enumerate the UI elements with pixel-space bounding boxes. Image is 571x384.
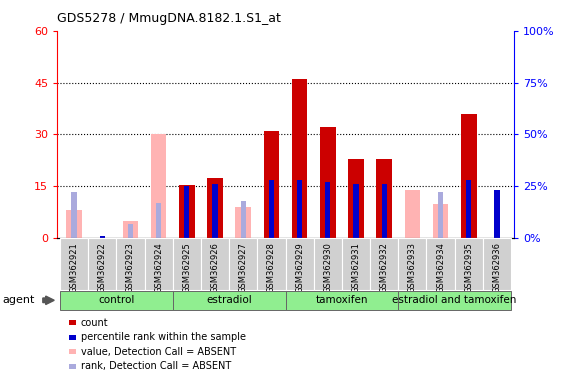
- FancyBboxPatch shape: [172, 291, 286, 310]
- Text: tamoxifen: tamoxifen: [316, 295, 368, 306]
- Bar: [207, 177, 223, 238]
- Text: GSM362926: GSM362926: [211, 242, 219, 293]
- FancyBboxPatch shape: [116, 238, 144, 290]
- Bar: [123, 221, 138, 238]
- Bar: [297, 180, 302, 238]
- FancyBboxPatch shape: [455, 238, 483, 290]
- Text: GSM362930: GSM362930: [323, 242, 332, 293]
- Bar: [325, 182, 331, 238]
- Text: GSM362935: GSM362935: [464, 242, 473, 293]
- Text: GDS5278 / MmugDNA.8182.1.S1_at: GDS5278 / MmugDNA.8182.1.S1_at: [57, 12, 281, 25]
- Text: value, Detection Call = ABSENT: value, Detection Call = ABSENT: [81, 347, 236, 357]
- Text: GSM362928: GSM362928: [267, 242, 276, 293]
- Text: rank, Detection Call = ABSENT: rank, Detection Call = ABSENT: [81, 361, 231, 371]
- Bar: [376, 159, 392, 238]
- FancyBboxPatch shape: [399, 291, 511, 310]
- Bar: [100, 236, 104, 238]
- Bar: [292, 79, 307, 238]
- Bar: [438, 192, 443, 238]
- Bar: [348, 159, 364, 238]
- Bar: [240, 201, 246, 238]
- Bar: [128, 223, 133, 238]
- FancyBboxPatch shape: [427, 238, 455, 290]
- Text: GSM362924: GSM362924: [154, 242, 163, 293]
- Bar: [320, 127, 336, 238]
- FancyBboxPatch shape: [201, 238, 229, 290]
- FancyBboxPatch shape: [144, 238, 172, 290]
- Bar: [353, 184, 359, 238]
- FancyBboxPatch shape: [286, 291, 399, 310]
- FancyBboxPatch shape: [370, 238, 399, 290]
- Text: count: count: [81, 318, 108, 328]
- Text: GSM362921: GSM362921: [70, 242, 79, 293]
- Text: percentile rank within the sample: percentile rank within the sample: [81, 332, 246, 342]
- FancyBboxPatch shape: [258, 238, 286, 290]
- Text: GSM362932: GSM362932: [380, 242, 389, 293]
- Text: GSM362933: GSM362933: [408, 242, 417, 293]
- Text: control: control: [98, 295, 135, 306]
- Bar: [151, 134, 166, 238]
- Bar: [235, 207, 251, 238]
- Text: GSM362929: GSM362929: [295, 242, 304, 293]
- FancyBboxPatch shape: [229, 238, 258, 290]
- FancyBboxPatch shape: [342, 238, 370, 290]
- Bar: [156, 203, 161, 238]
- Bar: [212, 184, 218, 238]
- Text: GSM362925: GSM362925: [182, 242, 191, 293]
- Text: GSM362927: GSM362927: [239, 242, 248, 293]
- Bar: [71, 192, 77, 238]
- Bar: [381, 184, 387, 238]
- Text: GSM362931: GSM362931: [352, 242, 360, 293]
- Bar: [467, 180, 471, 238]
- Text: GSM362936: GSM362936: [492, 242, 501, 293]
- FancyBboxPatch shape: [172, 238, 201, 290]
- Bar: [184, 186, 190, 238]
- Bar: [433, 204, 448, 238]
- Bar: [264, 131, 279, 238]
- Bar: [461, 114, 477, 238]
- FancyBboxPatch shape: [88, 238, 116, 290]
- FancyBboxPatch shape: [399, 238, 427, 290]
- Bar: [179, 185, 195, 238]
- Bar: [405, 190, 420, 238]
- Bar: [66, 210, 82, 238]
- FancyBboxPatch shape: [60, 291, 172, 310]
- Text: GSM362934: GSM362934: [436, 242, 445, 293]
- Text: agent: agent: [3, 295, 35, 305]
- Bar: [71, 192, 77, 238]
- FancyBboxPatch shape: [483, 238, 511, 290]
- Text: GSM362922: GSM362922: [98, 242, 107, 293]
- Bar: [494, 190, 500, 238]
- Text: estradiol: estradiol: [206, 295, 252, 306]
- Bar: [269, 180, 274, 238]
- Text: estradiol and tamoxifen: estradiol and tamoxifen: [392, 295, 517, 306]
- FancyBboxPatch shape: [313, 238, 342, 290]
- FancyBboxPatch shape: [286, 238, 313, 290]
- Text: GSM362923: GSM362923: [126, 242, 135, 293]
- FancyBboxPatch shape: [60, 238, 88, 290]
